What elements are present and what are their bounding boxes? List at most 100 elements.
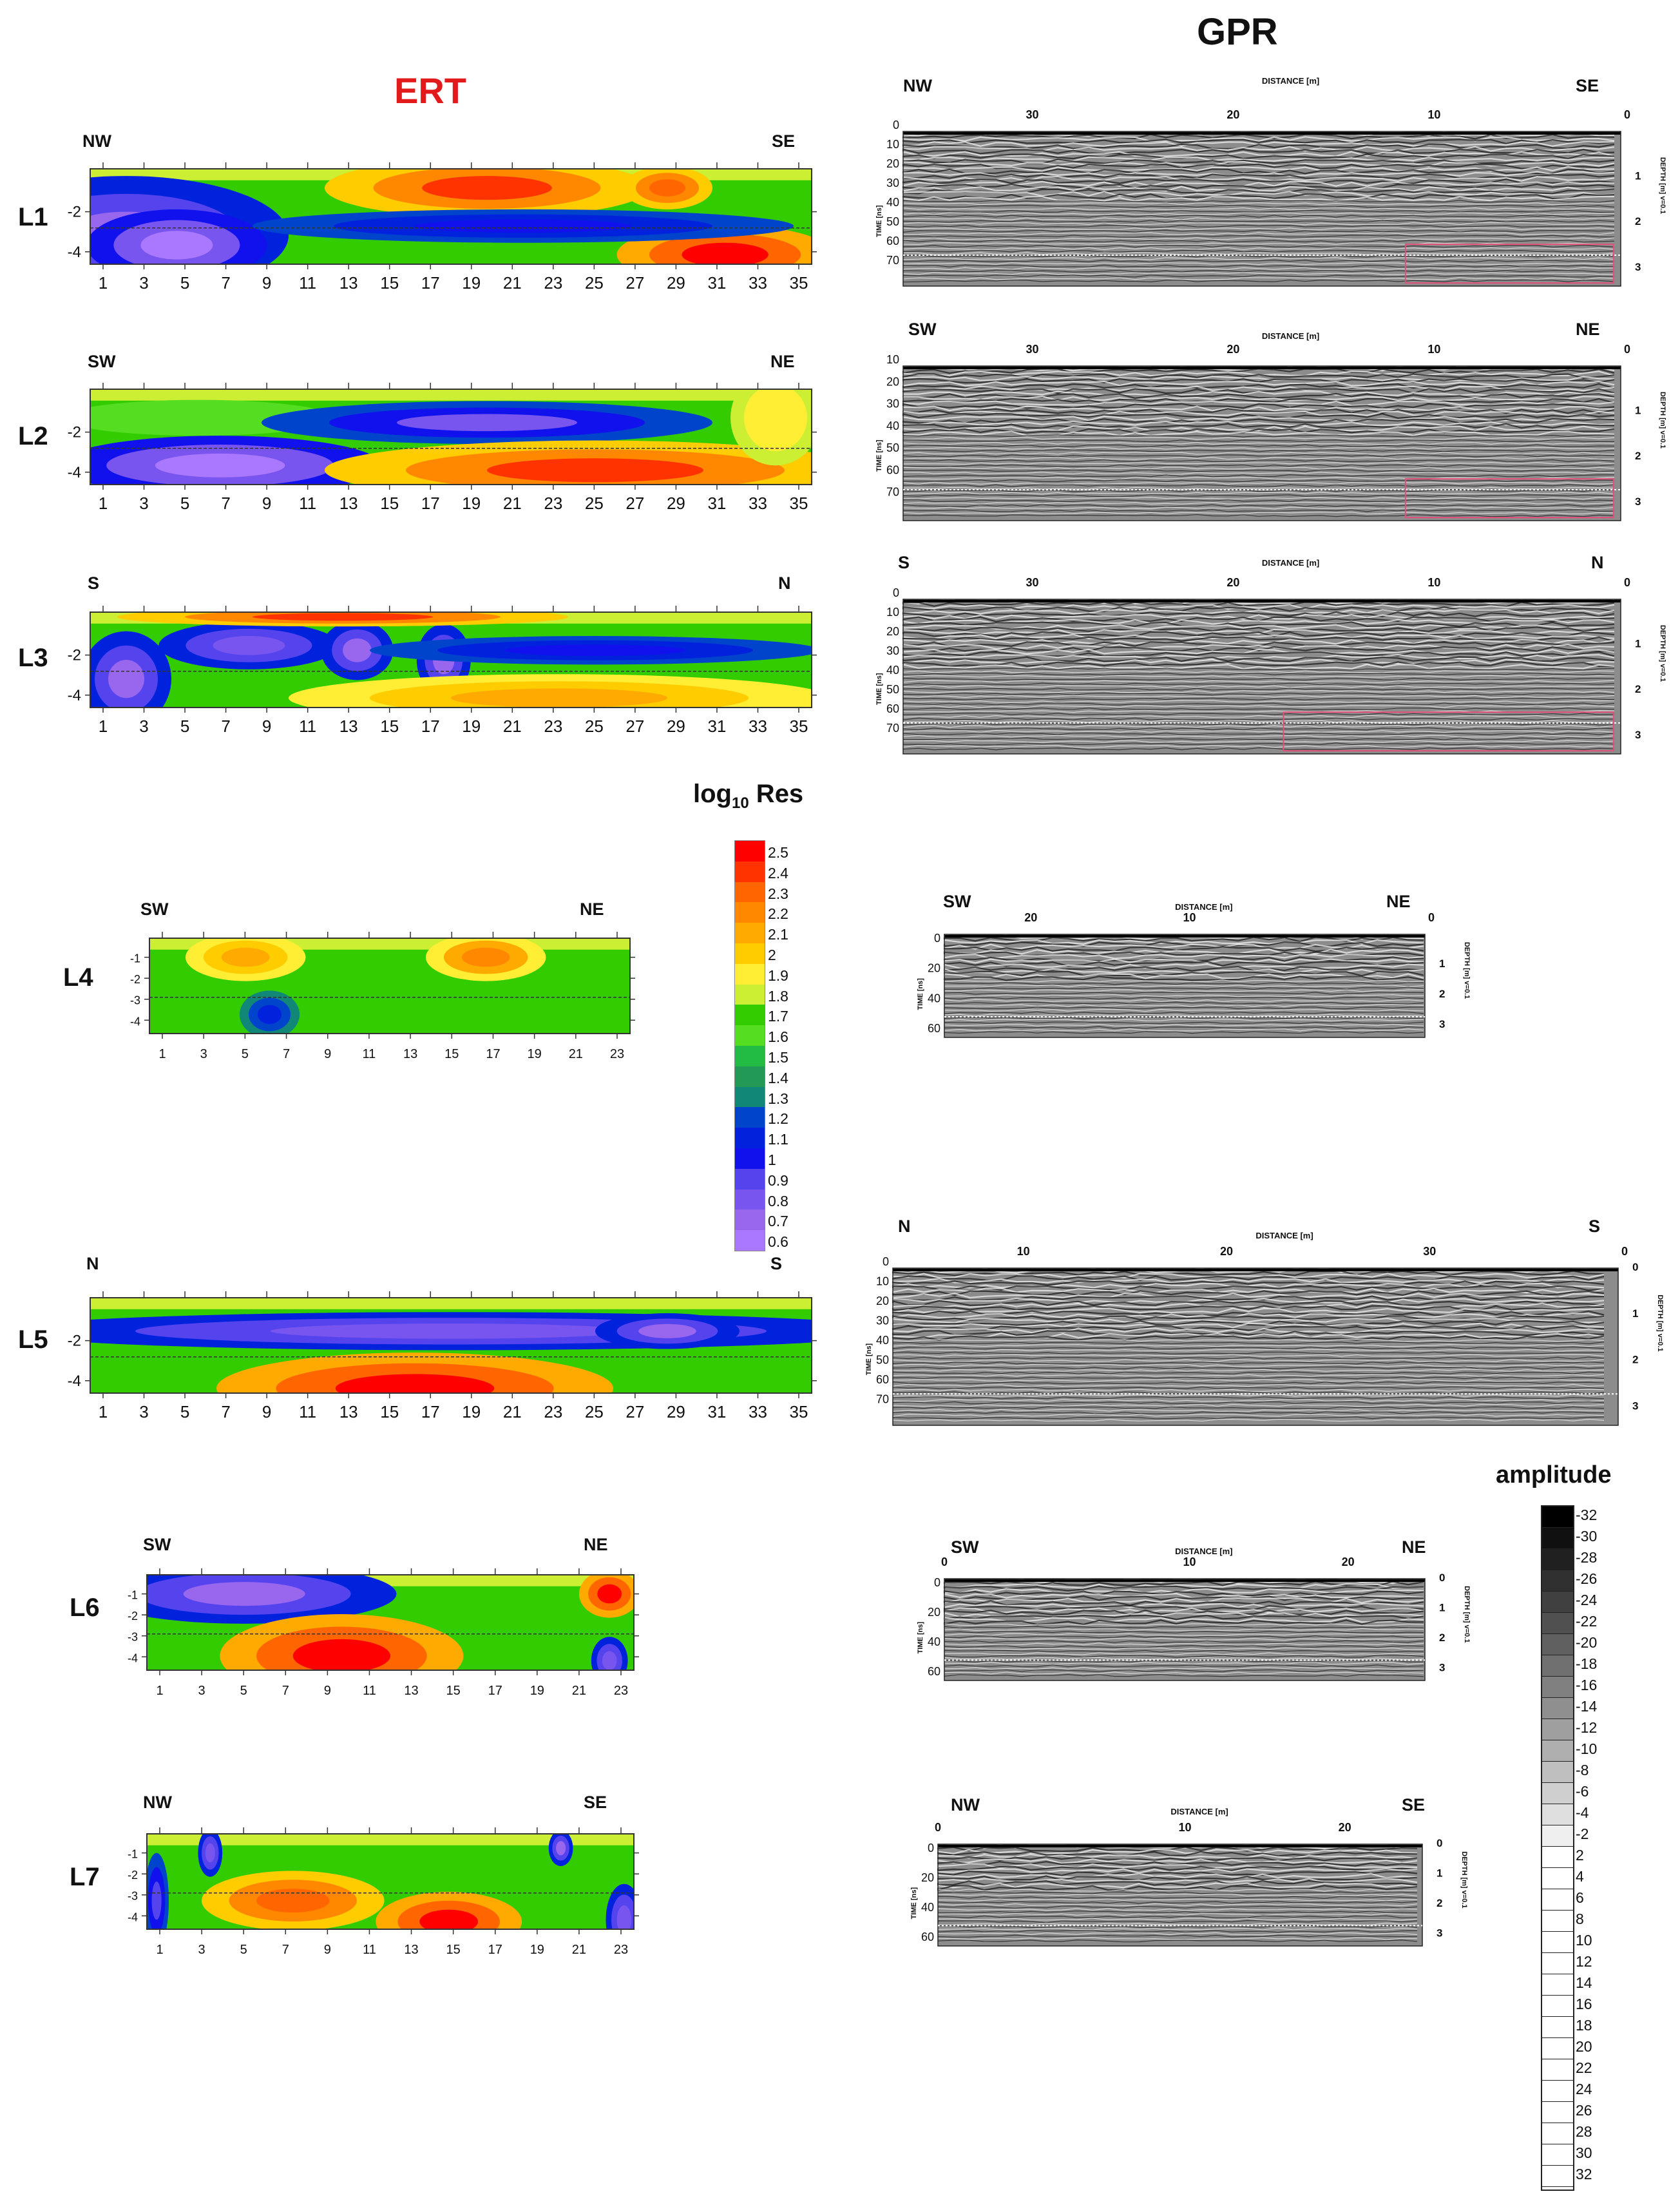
resistivity-tick-label: 2.4 [768, 864, 788, 881]
ert-x-tick: 9 [324, 1943, 331, 1957]
resistivity-tick-label: 2.2 [768, 905, 788, 923]
ert-y-tick: -2 [128, 1869, 138, 1882]
gpr-y-tick: 20 [928, 1606, 940, 1619]
gpr-depth-tick: 2 [1635, 450, 1641, 462]
ert-y-tick: -4 [130, 1015, 140, 1028]
gpr-y-tick: 40 [928, 992, 940, 1005]
gpr-direction-right: N [1591, 553, 1604, 572]
resistivity-tick-label: 1.8 [768, 987, 788, 1005]
gpr-y-tick: 40 [886, 196, 899, 209]
gpr-y-tick: 30 [886, 177, 899, 189]
gpr-depth-label: DEPTH [m] v=0.1 [1659, 392, 1666, 448]
resistivity-color-step [735, 1107, 765, 1128]
gpr-x-tick: 20 [1342, 1555, 1355, 1568]
gpr-direction-left: N [898, 1217, 911, 1236]
ert-y-tick: -4 [128, 1651, 138, 1664]
ert-x-tick: 15 [380, 494, 399, 513]
ert-y-tick: -1 [128, 1589, 138, 1602]
gpr-axis-title: DISTANCE [m] [1255, 1231, 1313, 1240]
ert-anomaly [140, 231, 213, 260]
ert-x-tick: 5 [180, 273, 189, 293]
ert-x-tick: 13 [339, 494, 358, 513]
amplitude-tick-label: 26 [1576, 2102, 1592, 2119]
gpr-depth-tick: 3 [1635, 729, 1641, 741]
gpr-y-tick: 30 [876, 1314, 889, 1327]
amplitude-color-step [1542, 1783, 1573, 1804]
amplitude-tick-label: 8 [1576, 1911, 1584, 1927]
amplitude-tick-label: -18 [1576, 1655, 1598, 1672]
ert-x-tick: 9 [262, 717, 271, 736]
ert-x-tick: 17 [421, 1402, 440, 1421]
gpr-depth-label: DEPTH [m] v=0.1 [1659, 625, 1666, 682]
resistivity-colorbar [734, 840, 765, 1251]
gpr-frame [937, 1844, 1423, 1947]
ert-anomaly [151, 1882, 162, 1920]
amplitude-tick-label: 30 [1576, 2144, 1592, 2161]
ert-anomaly [487, 458, 703, 483]
line-label: L2 [18, 422, 48, 450]
gpr-depth-tick: 2 [1632, 1354, 1638, 1366]
amplitude-color-step [1542, 1592, 1573, 1613]
ert-x-tick: 19 [528, 1047, 542, 1061]
gpr-x-tick: 10 [1183, 911, 1196, 924]
direction-left: N [86, 1254, 99, 1273]
ert-x-tick: 11 [299, 1402, 316, 1421]
gpr-y-tick: 50 [876, 1354, 889, 1367]
ert-anomaly [758, 398, 794, 438]
ert-x-tick: 5 [240, 1943, 247, 1957]
gpr-x-tick: 10 [1183, 1555, 1196, 1568]
gpr-depth-label: DEPTH [m] v=0.1 [1460, 1851, 1468, 1908]
resistivity-color-step [735, 1045, 765, 1066]
ert-x-tick: 21 [569, 1047, 583, 1061]
amplitude-color-step [1542, 1762, 1573, 1783]
amplitude-color-step [1542, 1889, 1573, 1911]
ert-x-tick: 1 [99, 717, 108, 736]
ert-x-tick: 31 [707, 273, 726, 293]
ert-y-tick: -2 [68, 204, 81, 221]
resistivity-color-step [735, 1128, 765, 1148]
ert-x-tick: 1 [156, 1684, 163, 1698]
amplitude-tick-label: 22 [1576, 2059, 1592, 2076]
resistivity-color-step [735, 963, 765, 985]
ert-anomaly [343, 638, 372, 662]
gpr-depth-tick: 3 [1437, 1927, 1442, 1939]
ert-x-tick: 9 [324, 1047, 331, 1061]
gpr-y-tick: 10 [876, 1275, 889, 1288]
resistivity-color-step [735, 1148, 765, 1169]
ert-x-tick: 5 [240, 1684, 247, 1698]
gpr-y-tick: 60 [928, 1022, 940, 1035]
amplitude-color-step [1542, 1974, 1573, 1996]
ert-x-tick: 27 [625, 273, 644, 293]
amplitude-color-step [1542, 1570, 1573, 1592]
amplitude-color-step [1542, 1528, 1573, 1549]
ert-anomaly [257, 1005, 282, 1025]
amplitude-tick-label: -14 [1576, 1698, 1598, 1715]
ert-y-tick: -2 [130, 973, 140, 986]
gpr-frame [902, 599, 1621, 755]
ert-x-tick: 9 [324, 1684, 331, 1698]
line-label: L6 [70, 1594, 100, 1622]
ert-anomaly [335, 1374, 495, 1393]
ert-x-tick: 7 [282, 1684, 289, 1698]
ert-frame [146, 1574, 635, 1671]
ert-y-tick: -2 [68, 424, 81, 441]
ert-x-tick: 33 [749, 717, 767, 736]
gpr-time-label: TIME [ns] [910, 1887, 918, 1920]
ert-anomaly [422, 176, 552, 200]
ert-x-tick: 31 [707, 1402, 726, 1421]
amplitude-tick-label: -24 [1576, 1592, 1598, 1608]
ert-x-tick: 13 [339, 717, 358, 736]
resistivity-tick-label: 1.2 [768, 1110, 788, 1128]
gpr-depth-tick: 1 [1437, 1867, 1442, 1879]
gpr-x-tick: 10 [1427, 576, 1440, 589]
amplitude-color-step [1542, 1677, 1573, 1698]
amplitude-tick-label: 28 [1576, 2123, 1592, 2140]
gpr-y-tick: 0 [934, 932, 940, 945]
amplitude-color-step [1542, 2123, 1573, 2144]
gpr-x-tick: 0 [1624, 108, 1630, 121]
gpr-y-tick: 60 [921, 1931, 934, 1943]
